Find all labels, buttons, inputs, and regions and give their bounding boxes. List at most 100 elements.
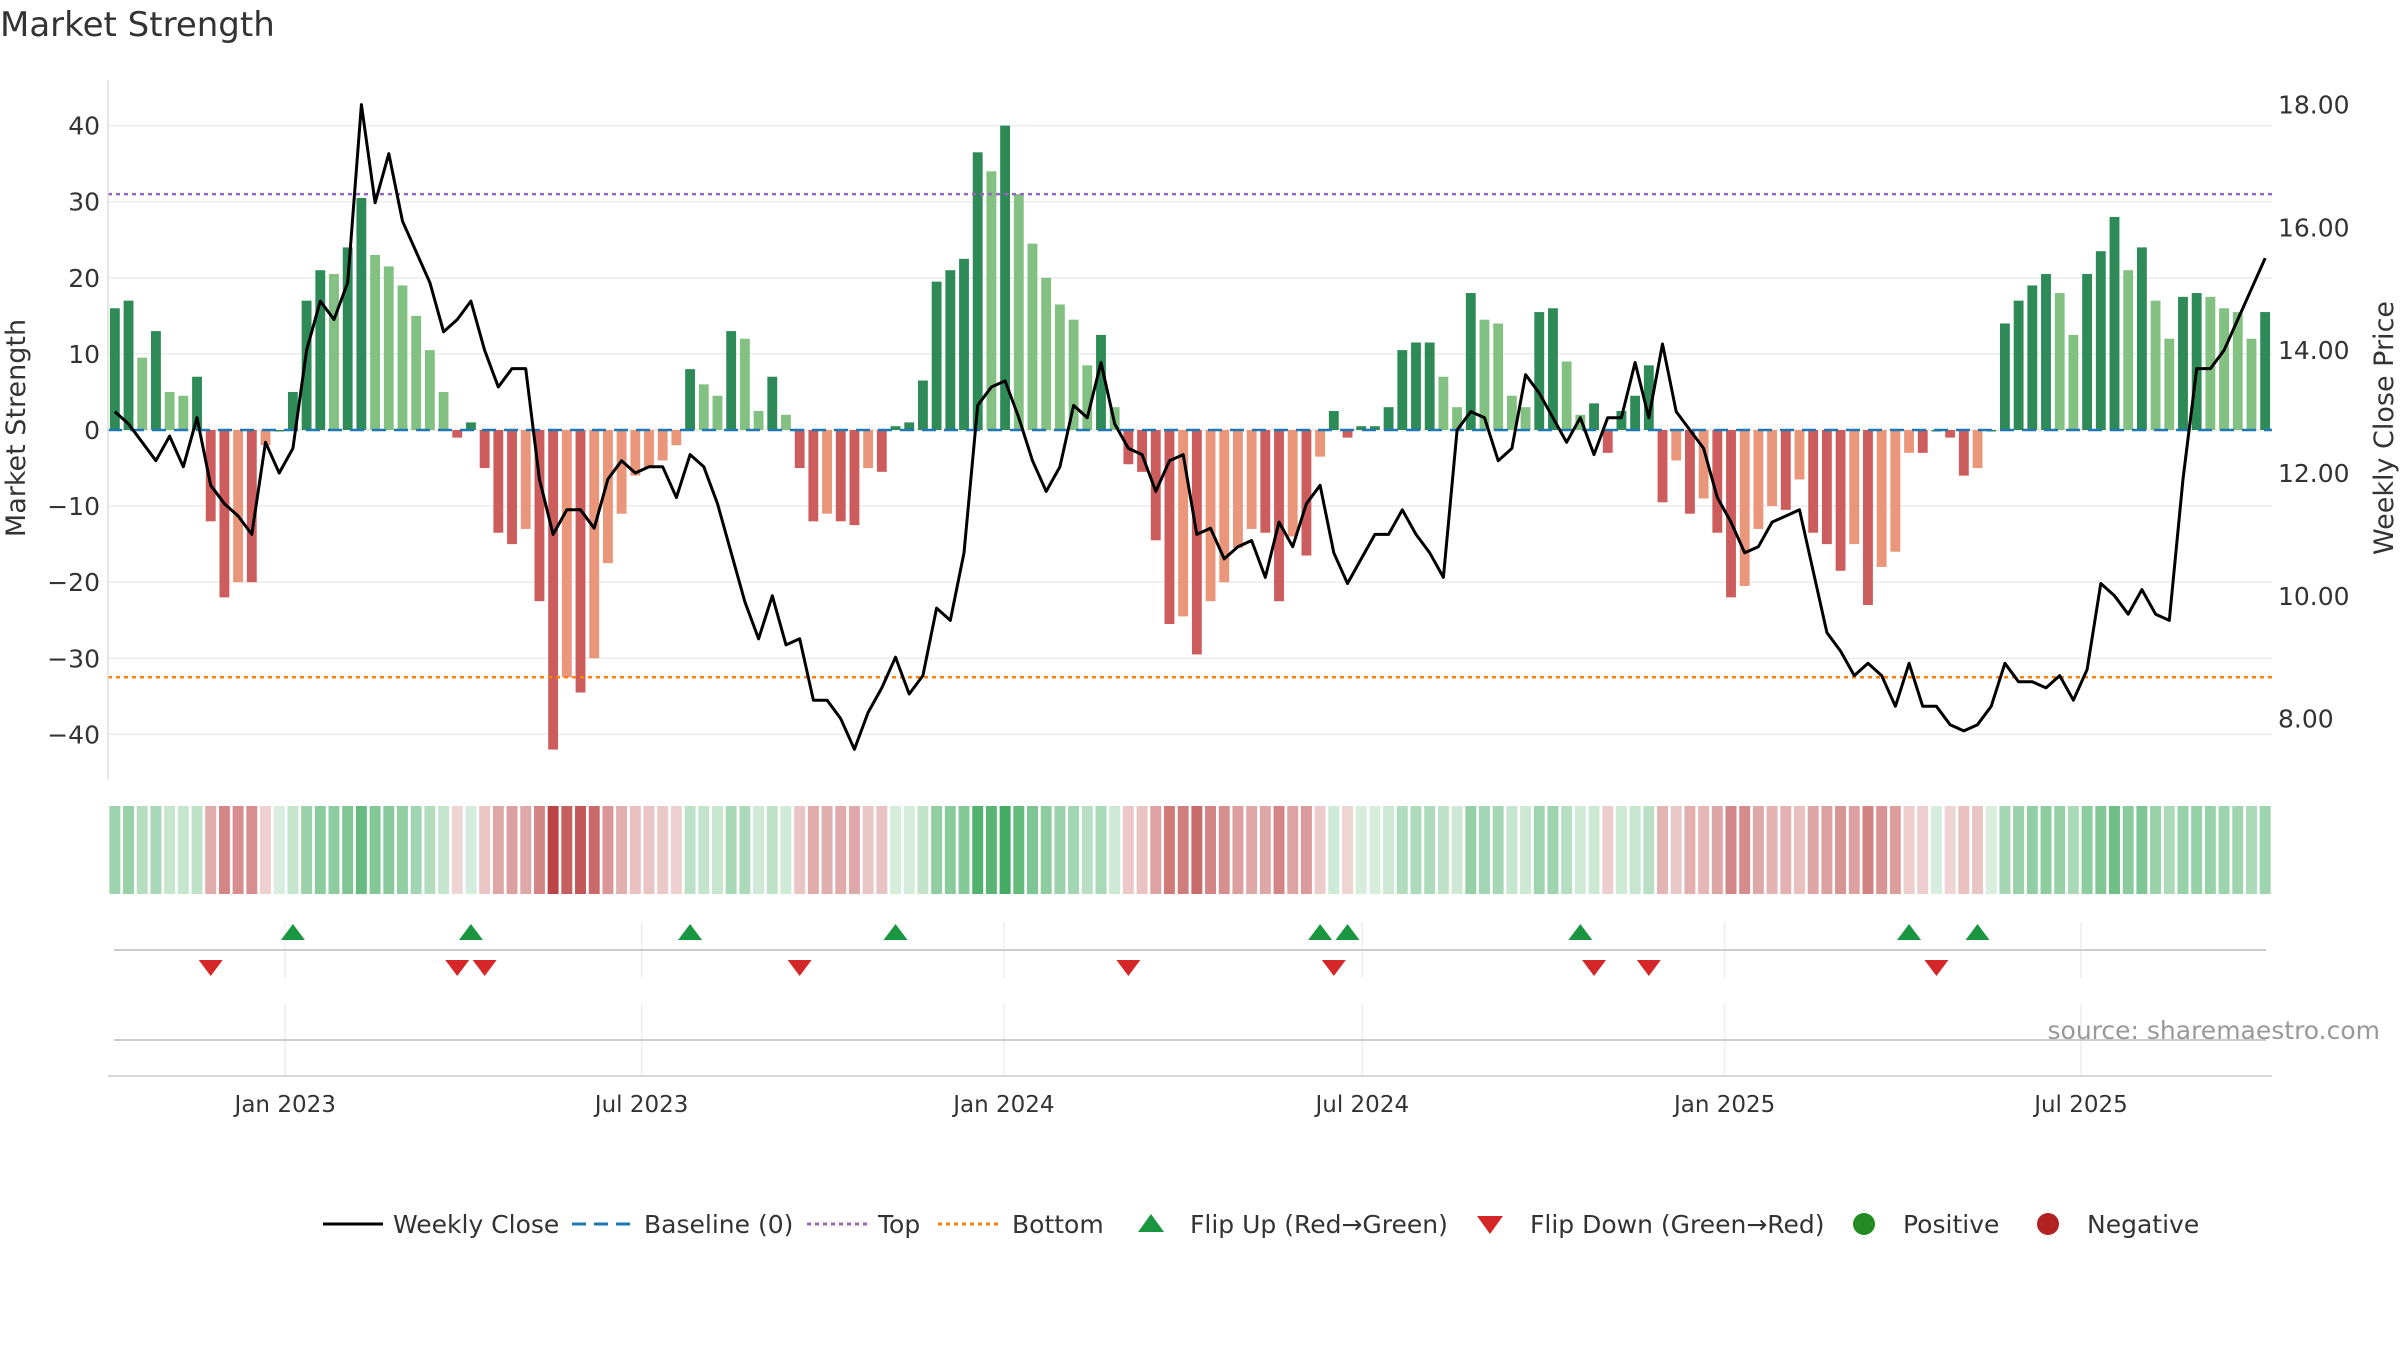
heat-cell: [821, 806, 833, 894]
strength-bar: [219, 430, 230, 598]
y2-tick-label: 10.00: [2278, 582, 2350, 611]
strength-bar: [1876, 430, 1887, 567]
axes: 40 30 20 10 0 −10 −20 −30 −40 18.00 16.00 14.00 12.0…: [47, 80, 2350, 780]
flip-down-marker: [787, 960, 812, 976]
heat-cell: [1958, 806, 1970, 894]
strength-bar: [986, 171, 997, 430]
heat-cell: [670, 806, 682, 894]
strength-bar: [1794, 430, 1805, 480]
strength-bar: [1082, 365, 1093, 430]
heat-cell: [301, 806, 313, 894]
heat-cell: [410, 806, 422, 894]
heat-cell: [1520, 806, 1532, 894]
strength-bar: [2013, 300, 2024, 430]
strength-bar: [1219, 430, 1230, 583]
heat-cell: [273, 806, 285, 894]
strength-bar: [849, 430, 860, 526]
heat-cell: [1533, 806, 1545, 894]
heat-cell: [1054, 806, 1066, 894]
heat-cell: [191, 806, 203, 894]
legend-label: Baseline (0): [644, 1210, 793, 1239]
heat-cell: [1246, 806, 1258, 894]
strength-bar: [411, 315, 422, 430]
strength-bar: [959, 258, 969, 430]
strength-bar: [1561, 361, 1572, 430]
heat-cell: [260, 806, 271, 894]
heat-cell: [2245, 806, 2257, 894]
strength-bar: [1054, 304, 1065, 430]
heat-cell: [1396, 806, 1408, 894]
strength-bar: [534, 430, 545, 602]
heat-cell: [684, 806, 696, 894]
heat-cell: [136, 806, 148, 894]
heat-cell: [1944, 806, 1956, 894]
heat-cell: [1506, 806, 1518, 894]
heat-cell: [1643, 806, 1655, 894]
source-note: source: sharemaestro.com: [2048, 1016, 2381, 1045]
heat-cell: [2067, 806, 2079, 894]
heat-cell: [2163, 806, 2175, 894]
strength-bar: [383, 266, 394, 430]
flip-down-marker: [1321, 960, 1346, 976]
strength-bar: [781, 414, 791, 430]
heat-cell: [876, 806, 888, 894]
strength-bar: [315, 270, 326, 430]
heat-cell: [465, 806, 477, 894]
flip-down-marker: [198, 960, 223, 976]
price-line: [113, 103, 2267, 751]
strength-bar: [438, 391, 449, 430]
heat-cell: [643, 806, 655, 894]
legend-label: Weekly Close: [393, 1210, 559, 1239]
strength-bar: [726, 331, 737, 430]
heat-cell: [1889, 806, 1901, 894]
heat-cell: [931, 806, 943, 894]
strength-bar: [1602, 430, 1613, 453]
strength-bar: [137, 357, 148, 430]
heat-cell: [2095, 806, 2107, 894]
heat-cell: [1478, 806, 1490, 894]
heat-cell: [1698, 806, 1710, 894]
strength-bar: [1369, 426, 1380, 430]
y2-tick-label: 12.00: [2278, 459, 2350, 488]
strength-bar: [2191, 293, 2202, 430]
heat-cell: [862, 806, 874, 894]
heat-cell: [1273, 806, 1285, 894]
y2-tick-label: 18.00: [2278, 91, 2350, 120]
heat-cell: [944, 806, 956, 894]
heat-cell: [1095, 806, 1107, 894]
heat-cell: [1972, 806, 1984, 894]
heat-cell: [533, 806, 545, 894]
heat-cell: [246, 806, 258, 894]
heat-cell: [150, 806, 162, 894]
price-line-layer: [113, 103, 2267, 751]
heat-cell: [177, 806, 189, 894]
legend: Weekly Close Baseline (0) Top Bottom Flip Up…: [323, 1210, 2199, 1239]
strength-bar: [1849, 430, 1860, 545]
strength-bar: [876, 430, 887, 472]
heat-cell: [1040, 806, 1052, 894]
heat-cell: [1848, 806, 1860, 894]
heat-cell: [972, 806, 984, 894]
heat-cell: [1725, 806, 1737, 894]
strength-bar: [205, 430, 216, 522]
strength-bar: [452, 430, 463, 438]
heat-cell: [1574, 806, 1586, 894]
strength-bar: [931, 281, 942, 430]
strength-bar: [274, 430, 285, 432]
heat-cell: [1465, 806, 1477, 894]
flip-up-marker: [1308, 924, 1333, 940]
strength-bar: [1575, 414, 1586, 430]
strength-bar: [356, 197, 367, 430]
y-tick-label: −30: [47, 644, 100, 673]
strength-bar: [1945, 430, 1956, 438]
strength-bar: [2219, 308, 2229, 430]
strength-bars: [109, 125, 2271, 750]
heat-cell: [2109, 806, 2120, 894]
strength-bar: [1863, 430, 1873, 605]
heat-cell: [2177, 806, 2189, 894]
strength-bar: [1890, 430, 1901, 552]
heat-cell: [1410, 806, 1422, 894]
heat-cell: [1191, 806, 1203, 894]
strength-bar: [863, 430, 874, 469]
